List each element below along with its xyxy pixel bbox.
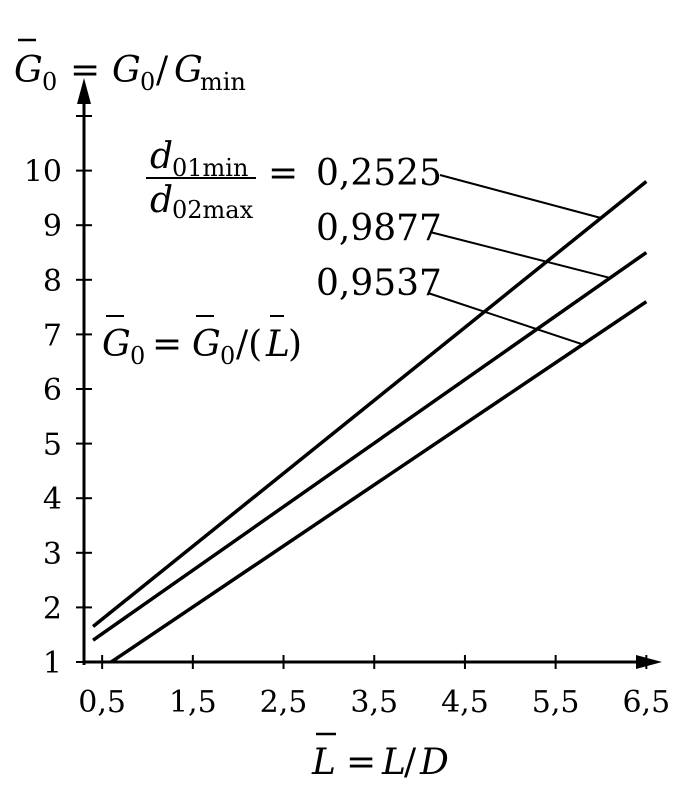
svg-text:0: 0 [220,342,235,370]
series-leader-line [429,231,611,279]
svg-text:=: = [70,50,100,91]
x-tick-label: 3,5 [350,685,398,720]
x-tick-label: 1,5 [169,685,217,720]
series-label: 0,2525 [316,153,442,194]
y-tick-label: 4 [43,482,62,517]
x-tick-label: 5,5 [532,685,580,720]
svg-text:G: G [192,324,221,365]
x-tick-label: 0,5 [78,685,126,720]
y-tick-label: 7 [43,318,62,353]
ticks: 0,5 1,5 2,5 3,5 4,5 5,5 6,5 1 2 3 4 5 6 7 8 9 10 [24,115,670,720]
series-label: 0,9877 [316,208,442,249]
series-leader-line [427,292,584,346]
svg-text:0: 0 [140,68,155,96]
y-tick-label: 1 [43,646,62,681]
legend-title: d 01min d 02max = [146,136,298,224]
svg-text:G: G [102,324,131,365]
svg-text:L: L [381,742,406,783]
svg-text:d: d [150,136,173,177]
svg-text:02max: 02max [172,196,254,224]
svg-text:0: 0 [42,68,57,96]
svg-text:): ) [288,324,302,365]
svg-text:G: G [112,50,141,91]
x-axis-title: L = L / D [311,732,449,783]
svg-text:=: = [152,324,182,365]
series-line [110,300,648,664]
x-tick-label: 6,5 [622,685,670,720]
series-line [91,180,648,628]
series-leader-line [439,174,602,219]
svg-text:L: L [265,324,290,365]
svg-text:0: 0 [130,342,145,370]
svg-text:G: G [174,50,203,91]
series-label: 0,9537 [316,263,442,304]
svg-text:G: G [14,50,43,91]
svg-text:/: / [404,742,417,783]
series-line [92,251,648,642]
y-axis-arrow [77,78,91,104]
svg-text:/: / [156,50,169,91]
svg-text:D: D [419,742,449,783]
y-axis-title: G 0 = G 0 / G min [14,38,246,96]
svg-text:=: = [268,153,298,194]
x-axis-arrow [636,655,662,669]
svg-text:L: L [311,742,336,783]
y-tick-label: 8 [43,264,62,299]
y-tick-label: 10 [24,155,62,190]
axes [77,78,662,669]
x-tick-label: 4,5 [441,685,489,720]
y-tick-label: 9 [43,209,62,244]
y-tick-label: 3 [43,537,62,572]
svg-text:min: min [200,68,246,96]
series-lines: 0,2525 0,9877 0,9537 [91,153,648,664]
x-tick-label: 2,5 [260,685,308,720]
svg-text:/(: /( [236,324,262,365]
svg-text:d: d [150,180,173,221]
y-tick-label: 5 [43,428,62,463]
formula-annotation: G 0 = G 0 /( L ) [102,315,302,370]
y-tick-label: 6 [43,373,62,408]
svg-text:=: = [346,742,376,783]
y-tick-label: 2 [43,591,62,626]
